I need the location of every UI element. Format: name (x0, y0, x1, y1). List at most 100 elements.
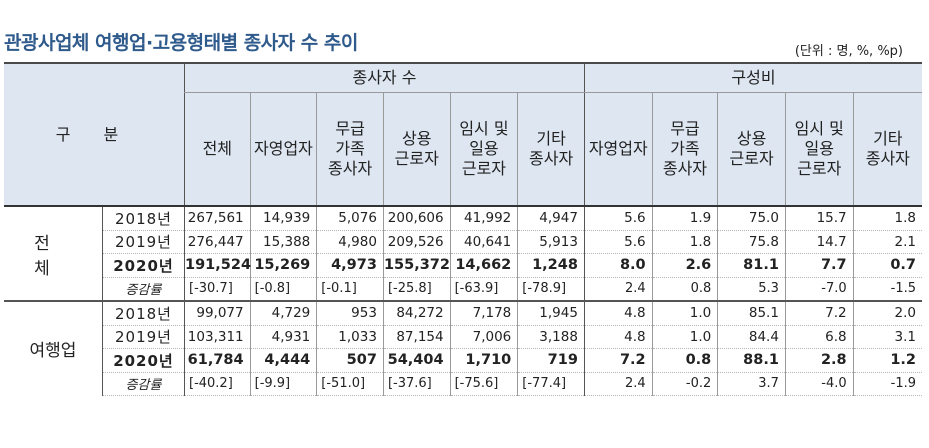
table-cell: [-75.6] (449, 372, 518, 396)
row-label: 2019년 (101, 325, 185, 349)
table-cell: 155,372 (382, 253, 451, 278)
table-cell: 15,269 (249, 253, 317, 278)
table-cell: 4,729 (249, 301, 317, 326)
table-cell: 7.2 (784, 301, 854, 326)
table-row: 증감률 [-40.2] [-9.9] [-51.0] [-37.6] [-75.6] [-7… (4, 372, 922, 396)
table-cell: 6.8 (784, 325, 854, 349)
table-cell: 1,033 (316, 325, 384, 349)
table-cell: 0.8 (651, 348, 718, 373)
table-row: 2019년 276,447 15,388 4,980 209,526 40,641 5,91… (4, 230, 922, 254)
table-cell: [-25.8] (382, 277, 451, 302)
table-cell: 191,524 (184, 253, 251, 278)
table-cell: 1.0 (651, 301, 718, 326)
table-cell: 103,311 (184, 325, 251, 349)
table-cell: 14.7 (784, 230, 854, 254)
table-row: 여행업 2018년 99,077 4,729 953 84,272 7,178 1,945 4.… (4, 301, 922, 361)
table-cell: 2.8 (784, 348, 854, 373)
table-cell: 75.0 (717, 206, 786, 231)
table-cell: 1,248 (517, 253, 585, 278)
table-cell: 1.0 (651, 325, 718, 349)
table-cell: 1.8 (852, 206, 922, 231)
table-cell: 41,992 (449, 206, 518, 231)
table-cell: 5.6 (583, 230, 653, 254)
table-cell: 4,973 (316, 253, 384, 278)
employment-table: 구 분 종사자 수 구성비 전체 자영업자 무급 가족 종사자 상용 근로자 임시 및 일용 근로… (4, 62, 922, 396)
column-header: 상용 근로자 (382, 92, 451, 207)
row-label: 2020년 (101, 253, 185, 278)
column-header: 무급 가족 종사자 (651, 92, 718, 207)
table-cell: 85.1 (717, 301, 786, 326)
table-row: 전 체 2018년 267,561 14,939 5,076 200,606 41,992 4… (4, 206, 922, 302)
table-cell: 4.8 (583, 301, 653, 326)
table-cell: 276,447 (184, 230, 251, 254)
table-cell: 719 (517, 348, 585, 373)
table-cell: 3,188 (517, 325, 585, 349)
column-header: 무급 가족 종사자 (316, 92, 384, 207)
column-header: 임시 및 일용 근로자 (784, 92, 854, 207)
table-cell: 84,272 (382, 301, 451, 326)
table-cell: 953 (316, 301, 384, 326)
table-cell: [-0.8] (249, 277, 317, 302)
column-header: 상용 근로자 (717, 92, 786, 207)
table-cell: 3.7 (717, 372, 786, 396)
table-row: 2019년 103,311 4,931 1,033 87,154 7,006 3,188 4.… (4, 325, 922, 349)
table-cell: [-37.6] (382, 372, 451, 396)
table-cell: -0.2 (651, 372, 718, 396)
table-cell: 0.7 (852, 253, 922, 278)
table-cell: 2.4 (583, 372, 653, 396)
table-cell: [-51.0] (316, 372, 384, 396)
column-header: 전체 (184, 92, 251, 207)
table-cell: 2.6 (651, 253, 718, 278)
group-header-count: 종사자 수 (184, 62, 585, 93)
table-cell: 54,404 (382, 348, 451, 373)
row-label: 증감률 (101, 277, 185, 302)
table-cell: -7.0 (784, 277, 854, 302)
row-label: 2018년 (101, 301, 185, 326)
column-header: 자영업자 (583, 92, 653, 207)
table-cell: 61,784 (184, 348, 251, 373)
table-cell: 15,388 (249, 230, 317, 254)
table-row: 증감률 [-30.7] [-0.8] [-0.1] [-25.8] [-63.9] [-78… (4, 277, 922, 302)
table-cell: 4,947 (517, 206, 585, 231)
page-title: 관광사업체 여행업·고용형태별 종사자 수 추이 (4, 32, 358, 54)
table-cell: -4.0 (784, 372, 854, 396)
table-row: 2020년 191,524 15,269 4,973 155,372 14,662 1,24… (4, 253, 922, 278)
row-label: 2020년 (101, 348, 185, 373)
table-cell: [-9.9] (249, 372, 317, 396)
table-cell: 267,561 (184, 206, 251, 231)
table-cell: 2.0 (852, 301, 922, 326)
table-cell: 5.3 (717, 277, 786, 302)
group-header-ratio: 구성비 (583, 62, 922, 93)
category-label: 여행업 (29, 341, 77, 362)
table-cell: [-30.7] (184, 277, 251, 302)
table-cell: 1,710 (449, 348, 518, 373)
column-header: 자영업자 (249, 92, 317, 207)
row-label: 2019년 (101, 230, 185, 254)
table-cell: 1.8 (651, 230, 718, 254)
table-cell: 3.1 (852, 325, 922, 349)
table-row: 2020년 61,784 4,444 507 54,404 1,710 719 7.2 0.8 8… (4, 348, 922, 373)
category-label: 전 체 (4, 206, 103, 302)
table-cell: 7.7 (784, 253, 854, 278)
column-header: 기타 종사자 (517, 92, 585, 207)
table-cell: 4,931 (249, 325, 317, 349)
table-cell: 99,077 (184, 301, 251, 326)
table-cell: 88.1 (717, 348, 786, 373)
table-cell: 1.9 (651, 206, 718, 231)
table-cell: [-40.2] (184, 372, 251, 396)
table-cell: [-63.9] (449, 277, 518, 302)
table-cell: 5.6 (583, 206, 653, 231)
table-cell: 8.0 (583, 253, 653, 278)
table-header: 구 분 종사자 수 구성비 전체 자영업자 무급 가족 종사자 상용 근로자 임시 및 일용 근로… (4, 62, 922, 207)
table-cell: 4,444 (249, 348, 317, 373)
table-cell: 5,913 (517, 230, 585, 254)
column-header: 기타 종사자 (852, 92, 922, 207)
table-cell: -1.9 (852, 372, 922, 396)
table-cell: [-78.9] (517, 277, 585, 302)
stub-header: 구 분 (4, 62, 185, 207)
unit-note: (단위 : 명, %, %p) (794, 44, 903, 59)
table-cell: -1.5 (852, 277, 922, 302)
table-cell: 4.8 (583, 325, 653, 349)
table-cell: 1.2 (852, 348, 922, 373)
table-cell: 14,662 (449, 253, 518, 278)
